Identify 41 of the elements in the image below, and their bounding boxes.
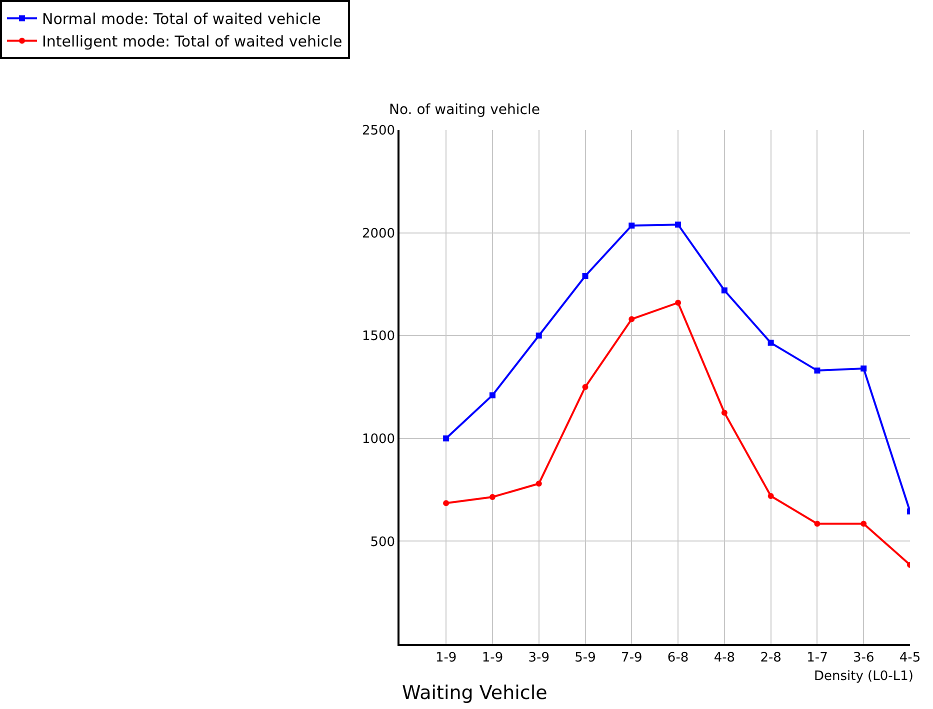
point [536, 332, 542, 339]
x-tick-label: 1-9 [482, 650, 504, 666]
point [536, 480, 542, 487]
y-tick-label: 1500 [362, 329, 396, 344]
point [489, 392, 496, 398]
x-tick-label: 5-9 [574, 650, 596, 666]
x-tick-label: 2-8 [760, 650, 782, 666]
point [814, 368, 820, 374]
x-axis-title: Density (L0-L1) [814, 669, 914, 684]
point [582, 384, 588, 390]
legend-label: Normal mode: Total of waited vehicle [42, 10, 321, 28]
x-tick-label: 7-9 [621, 650, 642, 666]
text: Waiting Vehicle [402, 682, 548, 704]
point [675, 222, 682, 228]
point [814, 520, 820, 527]
point [721, 410, 728, 416]
x-tick-label: 1-7 [806, 650, 828, 666]
x-tick-label: 4-8 [714, 650, 736, 666]
y-axis-title: No. of waiting vehicle [389, 102, 540, 118]
point [582, 272, 588, 279]
x-tick-label: 3-6 [852, 650, 874, 666]
x-tick-label: 3-9 [528, 650, 550, 666]
point [489, 494, 496, 500]
y-tick-label: 2000 [362, 226, 396, 242]
x-tick-label: 6-8 [667, 650, 689, 666]
point [675, 300, 682, 306]
point [768, 492, 774, 499]
point [860, 366, 867, 372]
point [628, 316, 635, 322]
y-tick-label: 500 [370, 534, 396, 550]
legend-label: Intelligent mode: Total of waited vehicle [42, 32, 342, 51]
point [443, 500, 450, 506]
point [721, 287, 728, 294]
x-tick-label: 1-9 [435, 650, 457, 666]
y-tick-label: 2500 [362, 124, 396, 139]
point [628, 222, 635, 229]
point [860, 520, 867, 527]
point [768, 340, 774, 346]
y-tick-label: 1000 [362, 432, 396, 447]
x-tick-label: 4-5 [899, 650, 921, 666]
point [443, 435, 450, 442]
